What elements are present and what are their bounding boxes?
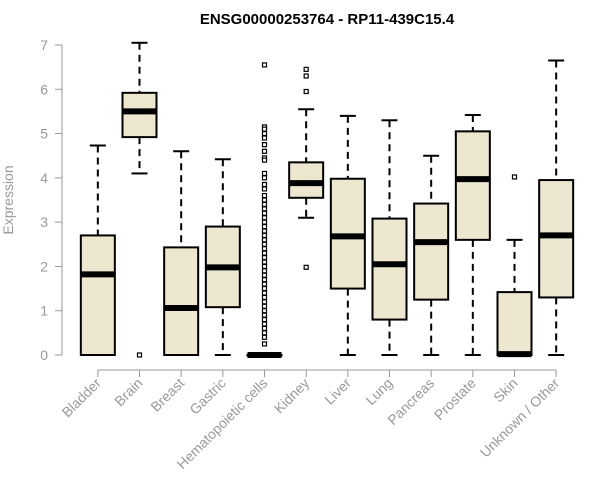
box-bladder bbox=[79, 144, 116, 356]
box-skin bbox=[496, 174, 533, 358]
box-liver bbox=[329, 114, 366, 356]
x-tick-label: Unknown / Other bbox=[477, 375, 563, 461]
x-tick-label: Skin bbox=[490, 375, 521, 406]
box-breast bbox=[163, 150, 200, 356]
y-tick-label: 4 bbox=[40, 170, 48, 186]
box-gastric bbox=[204, 158, 241, 356]
y-tick-label: 1 bbox=[40, 303, 48, 319]
chart-title: ENSG00000253764 - RP11-439C15.4 bbox=[200, 11, 455, 28]
outlier-point bbox=[261, 294, 268, 301]
y-tick-label: 3 bbox=[40, 214, 48, 230]
outlier-point bbox=[261, 246, 268, 252]
outlier-point bbox=[511, 174, 518, 180]
outlier-point bbox=[261, 228, 268, 234]
outlier-point bbox=[261, 281, 268, 287]
box-hematopoietic-cells bbox=[246, 62, 283, 358]
box-pancreas bbox=[413, 154, 450, 356]
y-tick-label: 7 bbox=[40, 37, 48, 53]
outlier-point bbox=[303, 264, 309, 270]
box-iqr bbox=[163, 246, 200, 356]
y-tick-label: 5 bbox=[40, 126, 48, 142]
outlier-point bbox=[136, 352, 143, 358]
outlier-point bbox=[261, 186, 268, 192]
outlier-point bbox=[261, 197, 268, 203]
outlier-point bbox=[261, 254, 268, 261]
outlier-point bbox=[261, 219, 268, 225]
outlier-point bbox=[261, 325, 268, 332]
y-axis-label: Expression bbox=[0, 165, 16, 234]
outlier-point bbox=[261, 277, 268, 283]
outlier-point bbox=[261, 62, 268, 68]
outlier-point bbox=[261, 170, 268, 177]
outlier-point bbox=[303, 73, 309, 79]
x-tick-label: Breast bbox=[147, 375, 187, 415]
outlier-point bbox=[261, 148, 268, 154]
outlier-point bbox=[261, 272, 268, 278]
box-prostate bbox=[454, 113, 491, 356]
outlier-point bbox=[261, 341, 268, 347]
outlier-point bbox=[261, 285, 268, 292]
outlier-point bbox=[261, 142, 268, 148]
box-iqr bbox=[538, 179, 575, 299]
y-tick-label: 0 bbox=[40, 347, 48, 363]
x-tick-label: Brain bbox=[111, 375, 145, 409]
outlier-point bbox=[261, 215, 268, 221]
outlier-point bbox=[303, 88, 309, 95]
outlier-point bbox=[261, 201, 268, 208]
outlier-point bbox=[261, 268, 268, 274]
box-iqr bbox=[288, 161, 325, 199]
outlier-point bbox=[261, 210, 268, 216]
x-tick-label: Bladder bbox=[59, 375, 105, 421]
outlier-point bbox=[261, 299, 268, 305]
outlier-point bbox=[261, 157, 268, 163]
box-brain bbox=[121, 41, 158, 358]
x-tick-label: Lung bbox=[362, 375, 395, 408]
outlier-point bbox=[261, 232, 268, 239]
x-tick-label: Kidney bbox=[271, 375, 313, 417]
y-tick-label: 6 bbox=[40, 81, 48, 97]
box-lung bbox=[371, 119, 408, 356]
outlier-point bbox=[261, 308, 268, 314]
box-unknown-other bbox=[538, 59, 575, 356]
outlier-point bbox=[261, 259, 268, 265]
y-axis: 0 1 2 3 4 5 6 7 bbox=[40, 37, 63, 363]
outlier-point bbox=[261, 241, 268, 247]
outlier-point bbox=[261, 303, 268, 309]
box-iqr bbox=[79, 234, 116, 356]
boxes-group bbox=[79, 41, 575, 358]
outlier-point bbox=[261, 237, 268, 243]
outlier-point bbox=[261, 330, 268, 336]
outlier-point bbox=[261, 290, 268, 296]
outlier-point bbox=[261, 223, 268, 230]
outlier-point bbox=[261, 312, 268, 318]
outlier-point bbox=[261, 321, 268, 327]
outlier-point bbox=[261, 206, 268, 212]
outlier-point bbox=[261, 181, 268, 188]
outlier-point bbox=[261, 130, 268, 137]
x-tick-label: Liver bbox=[321, 375, 354, 408]
outlier-point bbox=[261, 192, 268, 199]
outlier-point bbox=[261, 175, 268, 181]
box-iqr bbox=[454, 130, 491, 241]
box-iqr bbox=[371, 217, 408, 321]
x-tick-label: Prostate bbox=[431, 375, 479, 423]
outlier-point bbox=[261, 316, 268, 323]
outlier-point bbox=[261, 263, 268, 270]
box-iqr bbox=[121, 91, 158, 139]
box-kidney bbox=[288, 66, 325, 270]
outlier-point bbox=[303, 66, 309, 72]
outlier-point bbox=[261, 135, 268, 141]
box-iqr bbox=[413, 202, 450, 301]
outlier-point bbox=[261, 250, 268, 256]
outlier-point bbox=[261, 334, 268, 340]
outlier-point bbox=[261, 126, 268, 132]
y-tick-label: 2 bbox=[40, 258, 48, 274]
box-iqr bbox=[496, 291, 533, 357]
